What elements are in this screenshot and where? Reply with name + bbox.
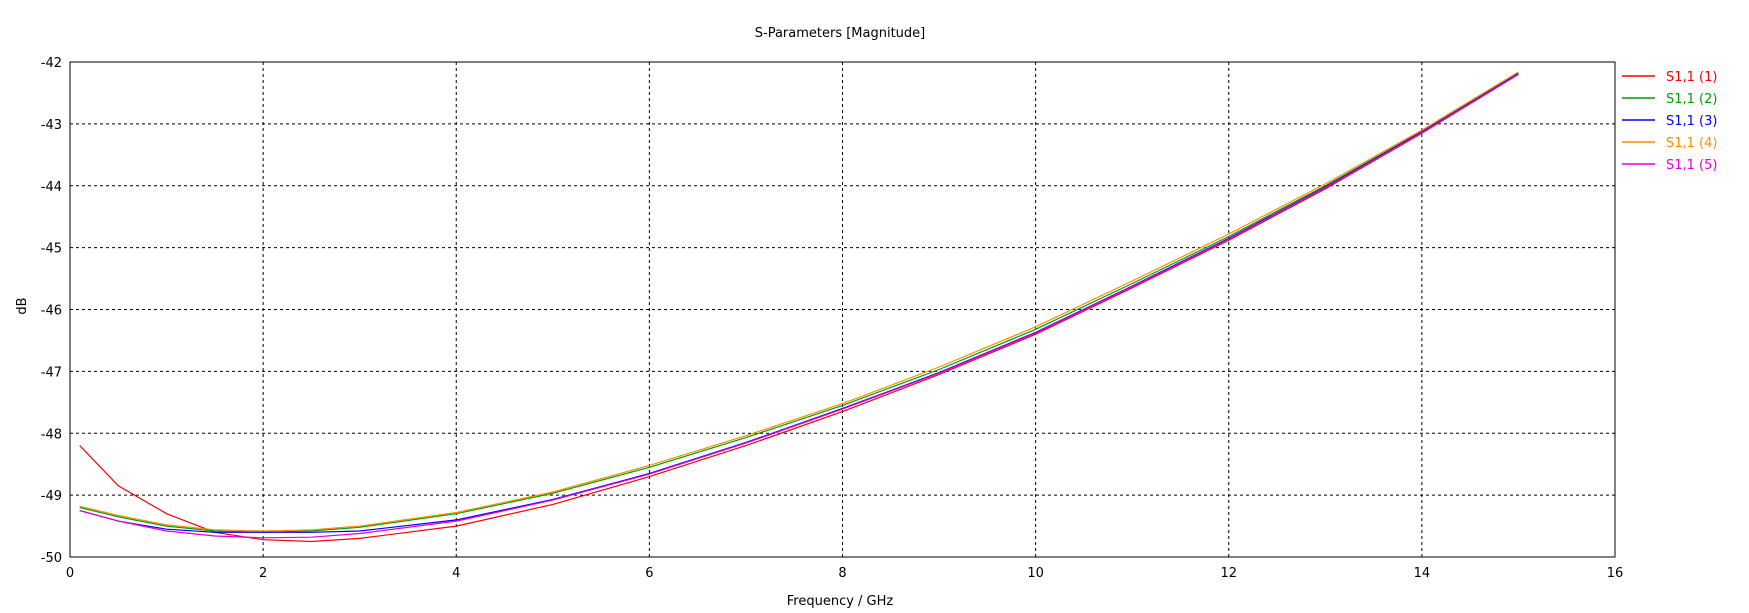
x-tick-label: 2: [259, 566, 267, 581]
y-tick-label: -45: [41, 242, 62, 257]
x-tick-label: 8: [838, 566, 846, 581]
series-line-2: [79, 72, 1519, 533]
legend-label-4: S1,1 (4): [1666, 136, 1717, 151]
legend-label-5: S1,1 (5): [1666, 158, 1717, 173]
series-line-3: [79, 73, 1519, 533]
legend-label-2: S1,1 (2): [1666, 92, 1717, 107]
y-axis-label: dB: [15, 297, 30, 314]
y-tick-label: -48: [41, 427, 62, 442]
x-tick-label: 4: [452, 566, 460, 581]
series-line-5: [79, 73, 1519, 539]
x-axis-label: Frequency / GHz: [787, 594, 894, 609]
x-tick-label: 10: [1027, 566, 1044, 581]
series-line-4: [79, 71, 1519, 532]
legend-label-1: S1,1 (1): [1666, 70, 1717, 85]
x-tick-label: 0: [66, 566, 74, 581]
tick-labels: 0 2 4 6 8 10 12 14 16 -42 -43 -44 -45 -46 -47 -48 -49 -50: [41, 56, 1624, 581]
y-tick-label: -43: [41, 118, 62, 133]
y-tick-label: -42: [41, 56, 62, 71]
y-tick-label: -44: [41, 180, 62, 195]
series-line-1: [79, 73, 1519, 543]
plot-area-series: [79, 71, 1519, 543]
x-tick-label: 6: [645, 566, 653, 581]
chart-title: S-Parameters [Magnitude]: [755, 26, 926, 41]
legend-label-3: S1,1 (3): [1666, 114, 1717, 129]
x-tick-label: 16: [1607, 566, 1624, 581]
x-tick-label: 14: [1414, 566, 1431, 581]
plot-frame: [69, 61, 1616, 558]
x-tick-label: 12: [1220, 566, 1237, 581]
legend: S1,1 (1) S1,1 (2) S1,1 (3) S1,1 (4) S1,1 (5): [1622, 70, 1717, 173]
y-tick-label: -47: [41, 365, 62, 380]
y-tick-label: -46: [41, 304, 62, 319]
y-tick-label: -50: [41, 551, 62, 566]
grid: [70, 62, 1615, 557]
y-tick-label: -49: [41, 489, 62, 504]
